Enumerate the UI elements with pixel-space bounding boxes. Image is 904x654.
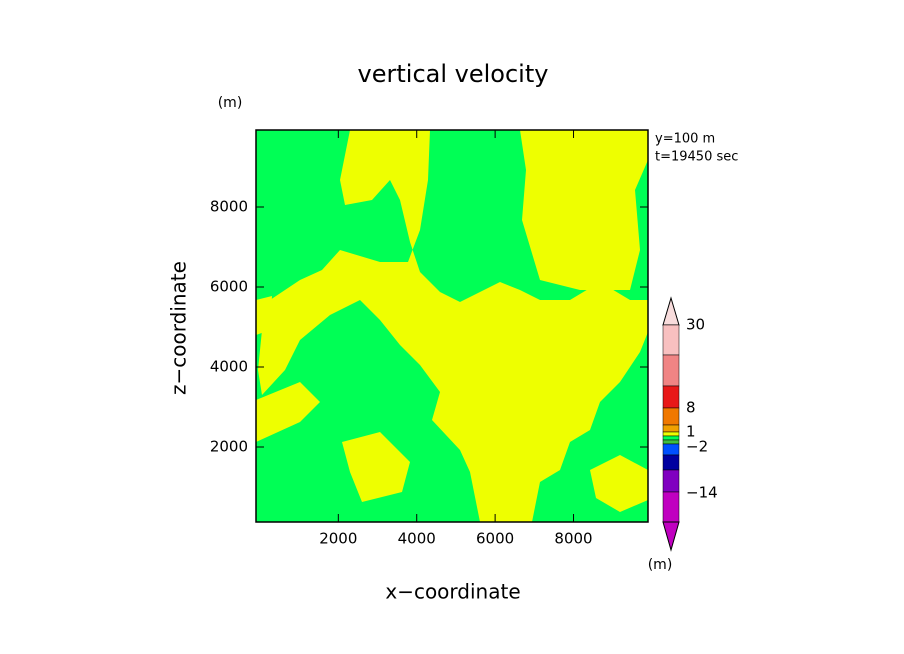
colorbar-box xyxy=(662,443,680,456)
contour-field xyxy=(256,130,648,522)
colorbar-label: 30 xyxy=(686,316,705,334)
colorbar-box xyxy=(662,407,680,426)
colorbar-box xyxy=(662,385,680,409)
colorbar-label: −14 xyxy=(686,484,718,502)
x-tick-label: 8000 xyxy=(554,530,592,548)
colorbar-box xyxy=(662,324,680,356)
colorbar-cap xyxy=(662,521,680,552)
contour-fill xyxy=(256,382,320,442)
contour-fill xyxy=(520,130,648,290)
contour-fill xyxy=(590,455,648,512)
x-tick-label: 6000 xyxy=(476,530,514,548)
chart-title: vertical velocity xyxy=(358,60,549,88)
colorbar-box xyxy=(662,454,680,471)
y-tick-label: 8000 xyxy=(210,198,248,216)
y-unit: (m) xyxy=(218,95,243,111)
colorbar-cap xyxy=(662,296,680,326)
contour-fill xyxy=(342,432,410,502)
x-axis-label: x−coordinate xyxy=(385,580,520,604)
annotation: t=19450 sec xyxy=(655,150,738,165)
colorbar-box xyxy=(662,491,680,523)
annotation: y=100 m xyxy=(655,132,715,147)
y-tick-label: 4000 xyxy=(210,358,248,376)
x-tick-label: 2000 xyxy=(319,530,357,548)
colorbar-box xyxy=(662,431,680,437)
colorbar-box xyxy=(662,354,680,387)
contour-fill xyxy=(258,130,648,522)
colorbar-label: −2 xyxy=(686,438,708,456)
colorbar-box xyxy=(662,435,680,441)
colorbar-label: 1 xyxy=(686,423,696,441)
plot-frame xyxy=(255,129,649,523)
colorbar-box xyxy=(662,439,680,445)
x-tick-label: 4000 xyxy=(398,530,436,548)
y-tick-label: 2000 xyxy=(210,438,248,456)
contour-fill xyxy=(256,296,272,335)
colorbar-label: 8 xyxy=(686,399,696,417)
y-tick-label: 6000 xyxy=(210,278,248,296)
colorbar-unit: (m) xyxy=(648,557,673,573)
colorbar-box xyxy=(662,469,680,493)
colorbar-box xyxy=(662,424,680,433)
y-axis-label: z−coordinate xyxy=(167,261,191,395)
